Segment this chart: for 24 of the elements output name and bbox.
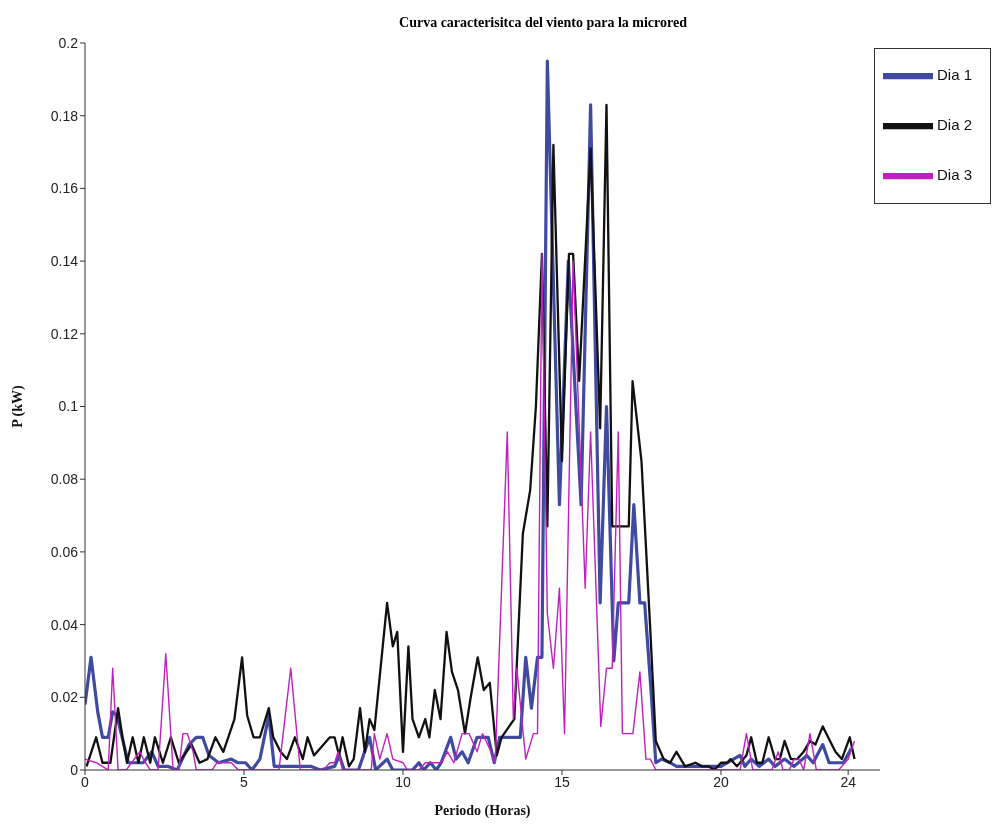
legend-label: Dia 2: [936, 115, 972, 133]
y-tick-label: 0.2: [58, 34, 79, 51]
x-tick-label: 10: [395, 773, 411, 790]
y-tick-label: 0.1: [58, 398, 79, 415]
y-tick-label: 0: [70, 761, 79, 778]
y-axis-title: P (kW): [9, 384, 26, 428]
x-tick-label: 15: [554, 773, 570, 790]
chart-title: Curva caracterisitca del viento para la microred: [399, 15, 687, 30]
y-tick-label: 0.02: [50, 689, 79, 706]
x-tick-label: 0: [81, 773, 90, 790]
y-tick-label: 0.12: [50, 325, 79, 342]
y-tick-label: 0.14: [50, 253, 79, 270]
legend-label: Dia 3: [936, 165, 972, 183]
legend-label: Dia 1: [936, 65, 972, 83]
y-tick-label: 0.16: [50, 180, 79, 197]
y-tick-label: 0.08: [50, 471, 79, 488]
y-tick-label: 0.06: [50, 543, 79, 560]
y-tick-label: 0.18: [50, 107, 79, 124]
line-series: [85, 253, 856, 770]
x-axis-title: Periodo (Horas): [434, 803, 531, 819]
x-tick-label: 20: [713, 773, 729, 790]
y-tick-label: 0.04: [50, 616, 79, 633]
x-tick-label: 24: [840, 773, 857, 790]
x-tick-label: 5: [240, 773, 249, 790]
